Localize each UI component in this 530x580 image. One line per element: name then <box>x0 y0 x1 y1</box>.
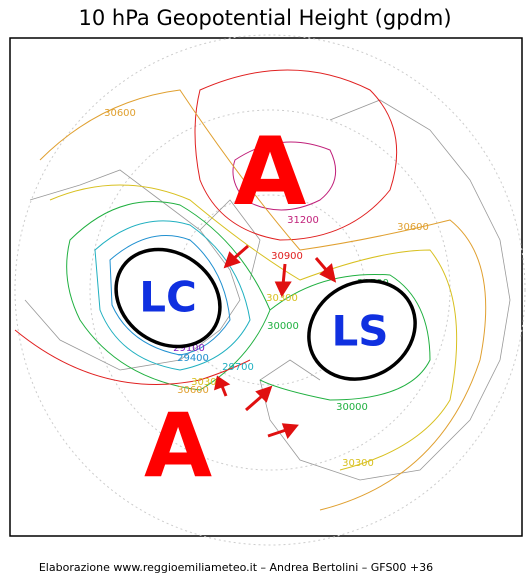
pressure-system: A <box>144 394 212 497</box>
pressure-system: A <box>234 118 307 227</box>
contour-label: 29400 <box>177 353 209 364</box>
contour-label: 30000 <box>336 402 368 413</box>
contour-label: 29100 <box>173 343 205 354</box>
contour-label: 31200 <box>287 215 319 226</box>
pressure-system: LC <box>139 273 197 322</box>
low-outlines <box>114 247 417 381</box>
contour-label: 30600 <box>104 108 136 119</box>
contour-label: 30000 <box>267 321 299 332</box>
contour-label: 30600 <box>397 222 429 233</box>
arrows <box>214 244 337 440</box>
contours <box>14 69 487 511</box>
contour-label: 30300 <box>342 458 374 469</box>
systems: A LC LS A <box>139 118 388 497</box>
title: 10 hPa Geopotential Height (gpdm) <box>78 6 451 30</box>
contour-label: 30300 <box>266 293 298 304</box>
footer: Elaborazione www.reggioemiliameteo.it – … <box>39 561 433 574</box>
contour-label: 30300 <box>191 377 223 388</box>
pressure-system: LS <box>331 307 388 356</box>
contour-label: 30600 <box>177 385 209 396</box>
contour-label: 29700 <box>222 362 254 373</box>
contour-label: 30900 <box>271 251 303 262</box>
